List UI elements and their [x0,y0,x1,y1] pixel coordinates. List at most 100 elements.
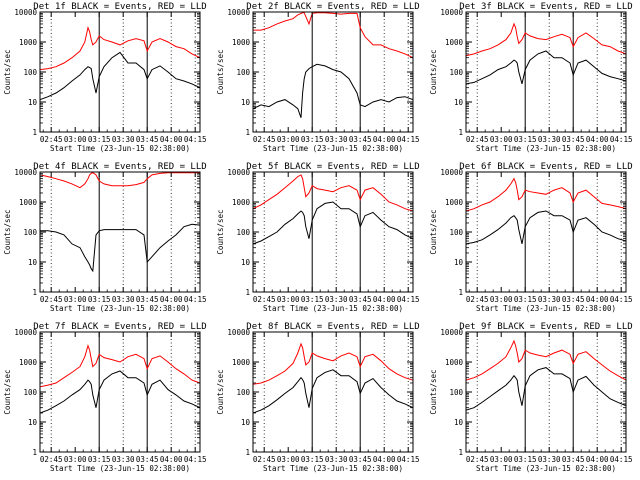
x-tick-label: 03:15 [301,135,324,144]
x-tick-label: 03:30 [538,295,561,304]
x-tick-label: 03:30 [538,135,561,144]
x-tick-label: 04:15 [397,295,420,304]
y-tick-label: 1000 [445,198,464,207]
x-tick-label: 04:15 [184,135,207,144]
plot-frame [465,11,627,133]
x-tick-label: 03:45 [562,135,585,144]
series-events-line [253,369,413,414]
x-tick-label: 03:30 [325,295,348,304]
x-tick-label: 03:00 [277,135,300,144]
x-tick-label: 04:15 [610,295,633,304]
series-lld-line [466,339,626,381]
y-tick-label: 1000 [232,38,251,47]
y-tick-label: 1000 [445,358,464,367]
y-tick-label: 10 [454,98,464,107]
x-tick-label: 04:00 [160,135,183,144]
y-tick-label: 1 [458,288,463,297]
series-events-line [40,370,200,414]
y-tick-label: 1 [245,128,250,137]
plot-frame [252,11,414,133]
x-tick-label: 04:15 [610,455,633,464]
y-tick-label: 100 [449,228,463,237]
series-lld-line [466,22,626,57]
plot-frame [39,171,201,293]
y-tick-label: 10000 [440,168,463,177]
x-tick-label: 04:00 [373,295,396,304]
x-tick-label: 03:45 [136,295,159,304]
series-lld-line [253,12,413,59]
x-tick-label: 04:00 [586,455,609,464]
y-tick-label: 1 [32,448,37,457]
x-tick-label: 03:15 [514,295,537,304]
x-tick-label: 04:00 [373,135,396,144]
y-tick-label: 100 [23,228,37,237]
x-tick-label: 04:00 [586,295,609,304]
x-tick-label: 03:45 [562,295,585,304]
y-tick-label: 100 [449,388,463,397]
panel-title: Det 4f BLACK = Events, RED = LLD [33,162,206,172]
x-axis-label: Start Time (23-Jun-15 02:38:00) [263,144,403,153]
series-events-line [466,50,626,85]
x-tick-label: 03:15 [301,455,324,464]
series-lld-line [466,177,626,212]
y-tick-label: 10000 [440,8,463,17]
y-tick-label: 10 [28,258,38,267]
x-tick-label: 04:15 [184,295,207,304]
series-lld-line [40,344,200,388]
y-tick-label: 100 [23,68,37,77]
series-events-line [253,63,413,118]
x-axis-label: Start Time (23-Jun-15 02:38:00) [50,144,190,153]
x-axis-label: Start Time (23-Jun-15 02:38:00) [476,304,616,313]
panel-title: Det 5f BLACK = Events, RED = LLD [246,162,419,172]
series-events-line [466,210,626,245]
series-lld-line [253,174,413,212]
y-tick-label: 100 [449,68,463,77]
x-tick-label: 03:45 [136,135,159,144]
x-tick-label: 02:45 [40,135,63,144]
x-tick-label: 03:15 [514,135,537,144]
y-tick-label: 10000 [227,328,250,337]
x-tick-label: 03:15 [88,455,111,464]
plot-frame [252,331,414,453]
x-tick-label: 04:00 [373,455,396,464]
panel-det-1: Det 1f BLACK = Events, RED = LLD 02:45 03:… [3,2,207,153]
y-tick-label: 1000 [445,38,464,47]
panel-title: Det 1f BLACK = Events, RED = LLD [33,2,206,12]
y-axis-label: Counts/sec [216,209,225,254]
y-tick-label: 1 [458,448,463,457]
y-axis-label: Counts/sec [429,369,438,414]
y-tick-label: 1 [245,288,250,297]
x-tick-label: 02:45 [40,295,63,304]
y-axis-label: Counts/sec [216,369,225,414]
x-tick-label: 03:45 [349,455,372,464]
x-tick-label: 03:30 [112,295,135,304]
y-tick-label: 1000 [19,38,38,47]
y-tick-label: 1 [32,288,37,297]
x-tick-label: 03:15 [301,295,324,304]
x-tick-label: 03:15 [88,135,111,144]
x-tick-label: 03:30 [325,455,348,464]
y-tick-label: 10000 [14,8,37,17]
y-tick-label: 1 [245,448,250,457]
x-tick-label: 03:00 [490,135,513,144]
x-tick-label: 03:00 [490,295,513,304]
x-tick-label: 04:15 [397,455,420,464]
series-lld-line [40,172,200,189]
y-tick-label: 10 [28,98,38,107]
x-tick-label: 02:45 [40,455,63,464]
y-axis-label: Counts/sec [3,49,12,94]
series-lld-line [40,26,200,71]
x-tick-label: 03:00 [64,295,87,304]
x-axis-label: Start Time (23-Jun-15 02:38:00) [263,464,403,473]
x-tick-label: 02:45 [253,295,276,304]
x-tick-label: 03:15 [88,295,111,304]
x-tick-label: 03:45 [136,455,159,464]
x-tick-label: 02:45 [466,135,489,144]
y-axis-label: Counts/sec [216,49,225,94]
panel-title: Det 9f BLACK = Events, RED = LLD [459,322,632,332]
x-tick-label: 04:00 [586,135,609,144]
